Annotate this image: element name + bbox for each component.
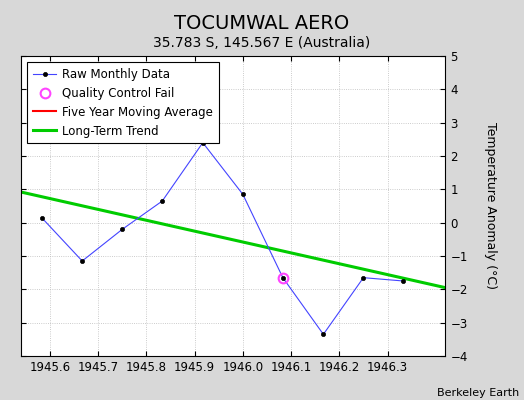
Y-axis label: Temperature Anomaly (°C): Temperature Anomaly (°C) [484,122,497,290]
Raw Monthly Data [320,332,326,337]
Raw Monthly Data [79,258,85,263]
Raw Monthly Data [280,275,286,280]
Raw Monthly Data [200,140,206,145]
Raw Monthly Data [159,199,166,204]
Raw Monthly Data [119,227,125,232]
Raw Monthly Data [361,275,367,280]
Line: Raw Monthly Data: Raw Monthly Data [40,140,406,336]
Raw Monthly Data [39,215,45,220]
Legend: Raw Monthly Data, Quality Control Fail, Five Year Moving Average, Long-Term Tren: Raw Monthly Data, Quality Control Fail, … [27,62,219,144]
Text: 35.783 S, 145.567 E (Australia): 35.783 S, 145.567 E (Australia) [154,36,370,50]
Text: TOCUMWAL AERO: TOCUMWAL AERO [174,14,350,33]
Raw Monthly Data [400,278,407,283]
Raw Monthly Data [239,192,246,197]
Text: Berkeley Earth: Berkeley Earth [436,388,519,398]
